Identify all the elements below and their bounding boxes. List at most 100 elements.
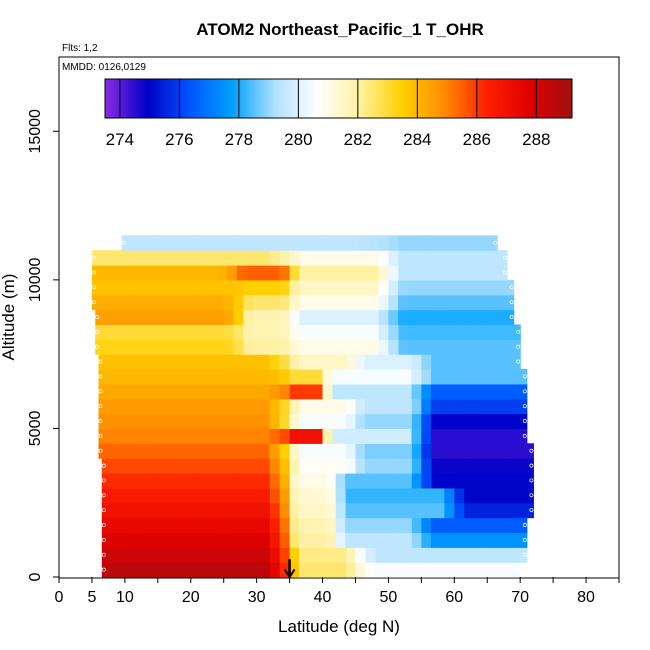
heatmap-cell [492, 458, 504, 474]
heatmap-cell [200, 517, 212, 534]
heatmap-cell [279, 443, 291, 459]
heatmap-cell [424, 487, 436, 504]
x-tick-label: 50 [380, 589, 398, 606]
heatmap-cell [517, 398, 528, 415]
heatmap-cell [131, 235, 142, 251]
heatmap-cell [199, 383, 210, 400]
heatmap-cell [513, 502, 525, 519]
heatmap-cell [441, 458, 453, 474]
heatmap-cell [388, 265, 399, 281]
heatmap-cell [108, 383, 120, 400]
sample-marker [98, 433, 103, 438]
heatmap-cell [210, 517, 222, 534]
heatmap-cell [459, 428, 470, 444]
heatmap-cell [210, 487, 222, 504]
heatmap-cell [317, 547, 328, 563]
heatmap-cell [510, 324, 521, 340]
heatmap-cell [190, 458, 202, 474]
heatmap-cell [499, 339, 511, 355]
heatmap-cell [432, 562, 444, 578]
heatmap-cell [233, 339, 245, 355]
heatmap-cell [497, 250, 508, 266]
sample-marker [522, 419, 527, 423]
sample-marker [101, 508, 106, 513]
heatmap-cell [289, 547, 300, 563]
heatmap-cell [308, 517, 318, 534]
heatmap-cell [430, 369, 442, 385]
heatmap-cell [364, 458, 375, 474]
heatmap-cell [108, 369, 120, 385]
heatmap-cell [261, 294, 272, 311]
sample-marker [101, 463, 106, 468]
heatmap-cell [182, 279, 194, 296]
heatmap-cell [95, 339, 106, 355]
heatmap-cell [180, 473, 192, 489]
heatmap-cell [289, 369, 302, 385]
heatmap-cell [141, 517, 152, 534]
heatmap-cell [378, 265, 390, 281]
heatmap-cell [374, 413, 385, 430]
heatmap-cell [308, 413, 319, 430]
heatmap-cell [289, 324, 301, 340]
heatmap-cell [168, 413, 180, 430]
heatmap-cell [289, 458, 300, 474]
heatmap-cell [346, 562, 357, 578]
heatmap-cell [219, 443, 230, 459]
heatmap-cell [358, 235, 370, 251]
heatmap-cell [507, 532, 518, 548]
heatmap-cell [402, 398, 413, 415]
heatmap-cell [289, 383, 302, 400]
heatmap-cell [128, 383, 140, 400]
heatmap-cell [339, 279, 350, 296]
heatmap-cell [496, 547, 508, 563]
heatmap-cell [259, 532, 271, 548]
heatmap-cell [430, 383, 442, 400]
heatmap-cell [450, 398, 461, 415]
heatmap-cell [498, 413, 509, 430]
heatmap-cell [474, 502, 485, 519]
heatmap-cell [124, 309, 136, 326]
colorbar: 274 276 278 280 282 284 286 288 [104, 78, 573, 149]
sample-marker [91, 270, 96, 275]
heatmap-cell [207, 265, 219, 281]
heatmap-cell [421, 398, 432, 415]
heatmap-cell [271, 339, 281, 355]
heatmap-cell [209, 443, 220, 459]
heatmap-cell [161, 517, 172, 534]
heatmap-cell [259, 487, 271, 504]
heatmap-cell [503, 279, 515, 296]
heatmap-cell [442, 562, 453, 578]
heatmap-cell [401, 428, 413, 444]
heatmap-cell [178, 369, 190, 385]
heatmap-cell [374, 354, 385, 370]
heatmap-cell [121, 547, 133, 563]
heatmap-cell [223, 294, 234, 311]
heatmap-cell [178, 428, 190, 444]
heatmap-cell [407, 294, 418, 311]
heatmap-cell [317, 562, 328, 578]
heatmap-cell [469, 369, 480, 385]
heatmap-cell [424, 502, 436, 519]
heatmap-cell [203, 309, 215, 326]
heatmap-cell [345, 517, 356, 534]
heatmap-cell [329, 324, 340, 340]
heatmap-cell [152, 279, 164, 296]
heatmap-cell [279, 413, 291, 430]
heatmap-cell [128, 428, 140, 444]
heatmap-cell [488, 369, 499, 385]
heatmap-cell [249, 383, 261, 400]
heatmap-cell [482, 473, 494, 489]
heatmap-cell [446, 294, 457, 311]
heatmap-cell [446, 309, 457, 326]
heatmap-cell [383, 398, 394, 415]
heatmap-cell [404, 487, 416, 504]
sample-marker [509, 300, 514, 305]
heatmap-cell [450, 517, 461, 534]
heatmap-cell [494, 279, 505, 296]
heatmap-cell [358, 279, 370, 296]
heatmap-cell [414, 502, 426, 519]
heatmap-cell [148, 369, 160, 385]
heatmap-cell [368, 309, 380, 326]
heatmap-cell [280, 324, 291, 340]
heatmap-cell [131, 458, 142, 474]
